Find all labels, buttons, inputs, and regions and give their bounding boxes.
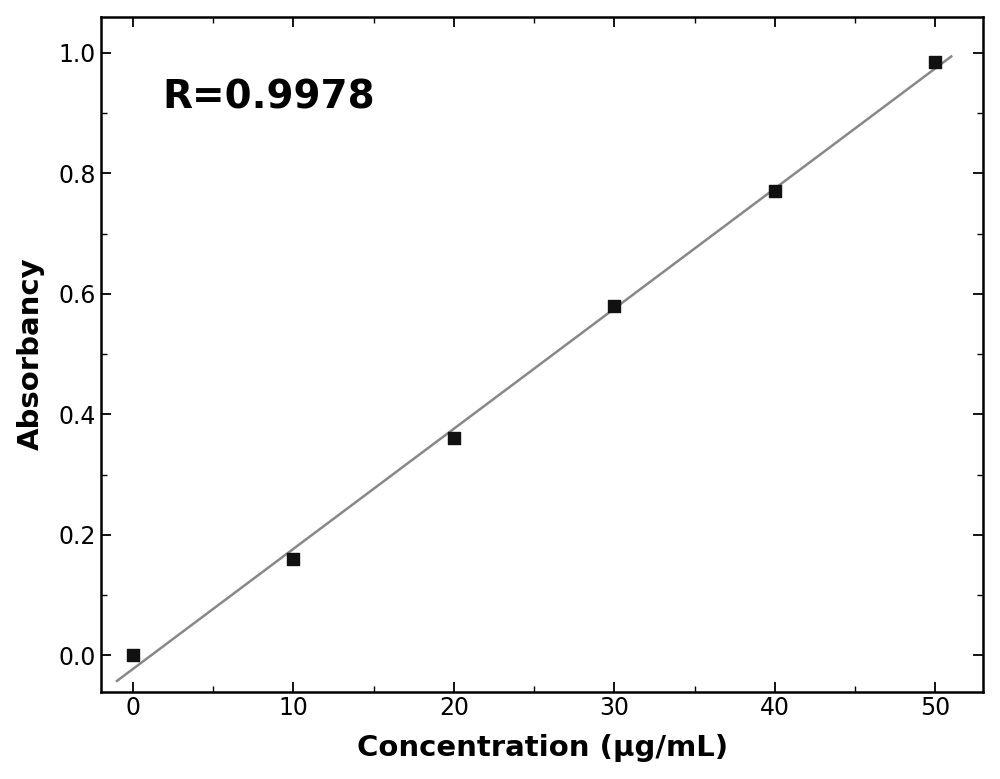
X-axis label: Concentration (μg/mL): Concentration (μg/mL) xyxy=(357,735,728,763)
Point xyxy=(125,649,141,661)
Point xyxy=(927,55,943,68)
Point xyxy=(285,553,301,566)
Y-axis label: Absorbancy: Absorbancy xyxy=(17,258,45,450)
Point xyxy=(606,300,622,312)
Point xyxy=(767,185,783,198)
Text: R=0.9978: R=0.9978 xyxy=(163,79,375,117)
Point xyxy=(446,432,462,445)
